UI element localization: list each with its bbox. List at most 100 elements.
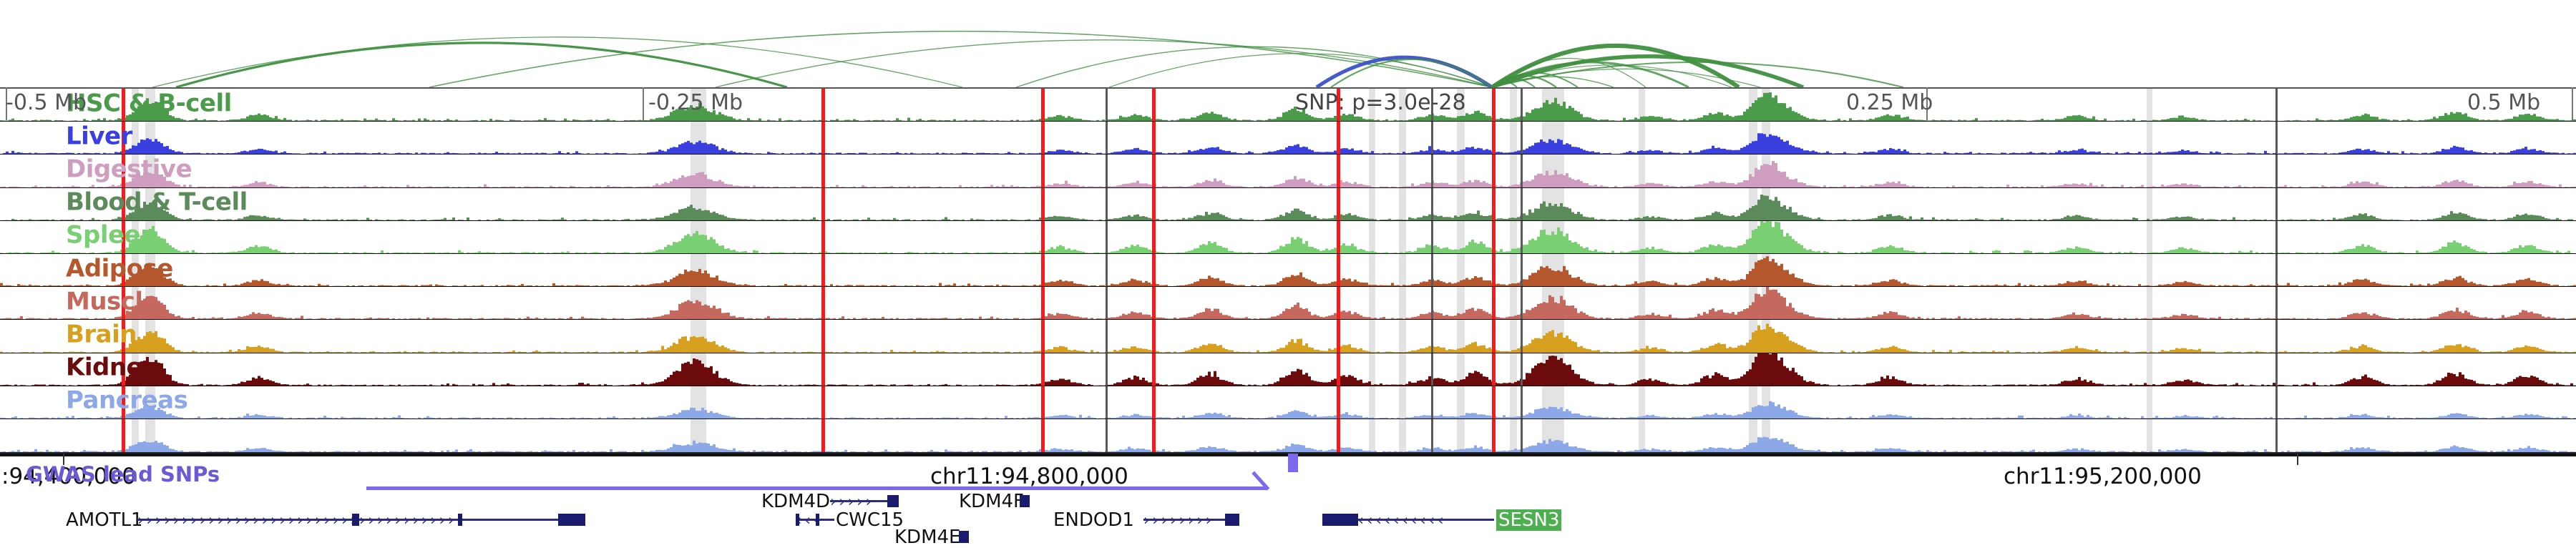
gwas-snp-marker[interactable] [1337,253,1340,287]
gwas-snp-marker[interactable] [821,187,825,220]
position-marker [1106,155,1108,187]
gwas-snp-marker[interactable] [1492,122,1496,155]
gwas-snp-marker[interactable] [1152,155,1156,187]
gwas-snp-marker[interactable] [1041,187,1045,220]
gwas-snp-marker[interactable] [122,287,125,320]
gwas-snp-marker[interactable] [821,386,825,419]
gwas-snp-marker[interactable] [821,419,825,453]
gene-kdm4e[interactable]: KDM4E [0,527,2576,548]
signal-histogram [0,386,2576,419]
gwas-snp-marker[interactable] [122,220,125,253]
gene-kdm4d[interactable]: KDM4D ››››› [0,491,2576,512]
gwas-lead-snps-track[interactable]: GWAS lead SNPs [0,454,2576,494]
signal-track-muscle[interactable]: Muscle [0,287,2576,321]
gwas-snp-marker[interactable] [1152,253,1156,287]
gene-body [1322,519,1494,521]
gwas-snp-marker[interactable] [122,122,125,155]
gwas-snp-marker[interactable] [1041,287,1045,320]
signal-track-hsc-b-cell[interactable]: HSC & B-cell [0,89,2576,122]
highlight-band [1639,386,1645,419]
gwas-snp-marker[interactable] [821,220,825,253]
gwas-snp-marker[interactable] [1337,353,1340,386]
signal-track-digestive[interactable]: Digestive [0,155,2576,188]
gwas-snp-marker[interactable] [1152,353,1156,386]
gwas-snp-marker[interactable] [1337,89,1340,122]
gwas-snp-marker[interactable] [1337,122,1340,155]
signal-track-blood-t-cell[interactable]: Blood & T-cell [0,187,2576,221]
gwas-snp-marker[interactable] [1492,187,1496,220]
gene-label[interactable]: KDM4D [761,491,831,512]
gene-sesn3[interactable]: SESN3 ‹‹‹‹‹‹‹‹‹‹‹‹‹‹ [0,509,2576,531]
signal-track-kidney[interactable]: Kidney [0,353,2576,386]
gwas-snp-marker[interactable] [1041,89,1045,122]
highlight-band [1639,320,1645,353]
gwas-snp-marker[interactable] [1041,353,1045,386]
gwas-snp-marker[interactable] [821,253,825,287]
gwas-snp-marker[interactable] [1492,89,1496,122]
gwas-snp-marker[interactable] [1337,187,1340,220]
signal-track-liver[interactable]: Liver [0,122,2576,155]
gene-endod1[interactable]: ENDOD1 ›››››››› [0,509,2576,531]
gwas-snp-marker[interactable] [1492,419,1496,453]
gwas-snp-marker[interactable] [1041,122,1045,155]
gwas-snp-marker[interactable] [1041,386,1045,419]
gwas-snp-marker[interactable] [821,353,825,386]
gwas-snp-marker[interactable] [1152,419,1156,453]
gwas-snp-marker[interactable] [122,155,125,187]
gwas-snp-marker[interactable] [1337,320,1340,353]
gwas-snp-marker[interactable] [1041,419,1045,453]
gwas-snp-marker[interactable] [821,320,825,353]
gwas-snp-marker[interactable] [1152,122,1156,155]
gwas-snp-marker[interactable] [821,89,825,122]
gwas-snp-marker[interactable] [122,253,125,287]
gene-kdm4f[interactable]: KDM4F [0,491,2576,512]
gwas-lead-snp-marker[interactable] [1288,454,1298,472]
gwas-snp-marker[interactable] [1152,287,1156,320]
signal-track-extra[interactable] [0,419,2576,453]
gene-label[interactable]: ENDOD1 [1053,509,1134,531]
gwas-snp-marker[interactable] [1041,253,1045,287]
gwas-snp-marker[interactable] [1041,155,1045,187]
gwas-snp-marker[interactable] [1337,419,1340,453]
signal-track-adipose[interactable]: Adipose [0,253,2576,288]
gene-label[interactable]: AMOTL1 [66,509,143,531]
gwas-snp-marker[interactable] [122,353,125,386]
gwas-snp-marker[interactable] [1337,155,1340,187]
gwas-snp-marker[interactable] [1492,253,1496,287]
gene-cwc15[interactable]: CWC15 ‹‹‹ [0,509,2576,531]
gwas-snp-marker[interactable] [122,187,125,220]
signal-track-brain[interactable]: Brain [0,320,2576,353]
gwas-snp-marker[interactable] [122,320,125,353]
gwas-snp-marker[interactable] [122,419,125,453]
gwas-snp-marker[interactable] [1041,320,1045,353]
gene-exon [1020,495,1030,507]
gene-amotl1[interactable]: AMOTL1 ››››››››››››››››››››››››››››››››››… [0,509,2576,531]
gwas-snp-marker[interactable] [1152,187,1156,220]
gwas-snp-marker[interactable] [1337,287,1340,320]
gwas-snp-marker[interactable] [1041,220,1045,253]
gwas-snp-marker[interactable] [1152,220,1156,253]
highlight-band [1399,220,1406,253]
gwas-snp-marker[interactable] [1492,353,1496,386]
gwas-snp-marker[interactable] [1152,386,1156,419]
gwas-snp-marker[interactable] [122,386,125,419]
gwas-snp-marker[interactable] [1337,386,1340,419]
gwas-snp-marker[interactable] [1492,386,1496,419]
gene-label[interactable]: SESN3 [1496,509,1562,531]
gwas-snp-marker[interactable] [821,122,825,155]
gwas-snp-marker[interactable] [821,287,825,320]
gwas-snp-marker[interactable] [1492,320,1496,353]
gene-label[interactable]: CWC15 [836,509,904,531]
gwas-snp-marker[interactable] [1492,220,1496,253]
gene-label[interactable]: KDM4F [959,491,1024,512]
gene-label[interactable]: KDM4E [894,527,961,548]
gwas-snp-marker[interactable] [122,89,125,122]
gwas-snp-marker[interactable] [1492,287,1496,320]
gwas-snp-marker[interactable] [1152,320,1156,353]
signal-track-pancreas[interactable]: Pancreas [0,386,2576,419]
gwas-snp-marker[interactable] [1337,220,1340,253]
gwas-snp-marker[interactable] [1152,89,1156,122]
gwas-snp-marker[interactable] [1492,155,1496,187]
gwas-snp-marker[interactable] [821,155,825,187]
signal-track-spleen[interactable]: Spleen [0,220,2576,254]
